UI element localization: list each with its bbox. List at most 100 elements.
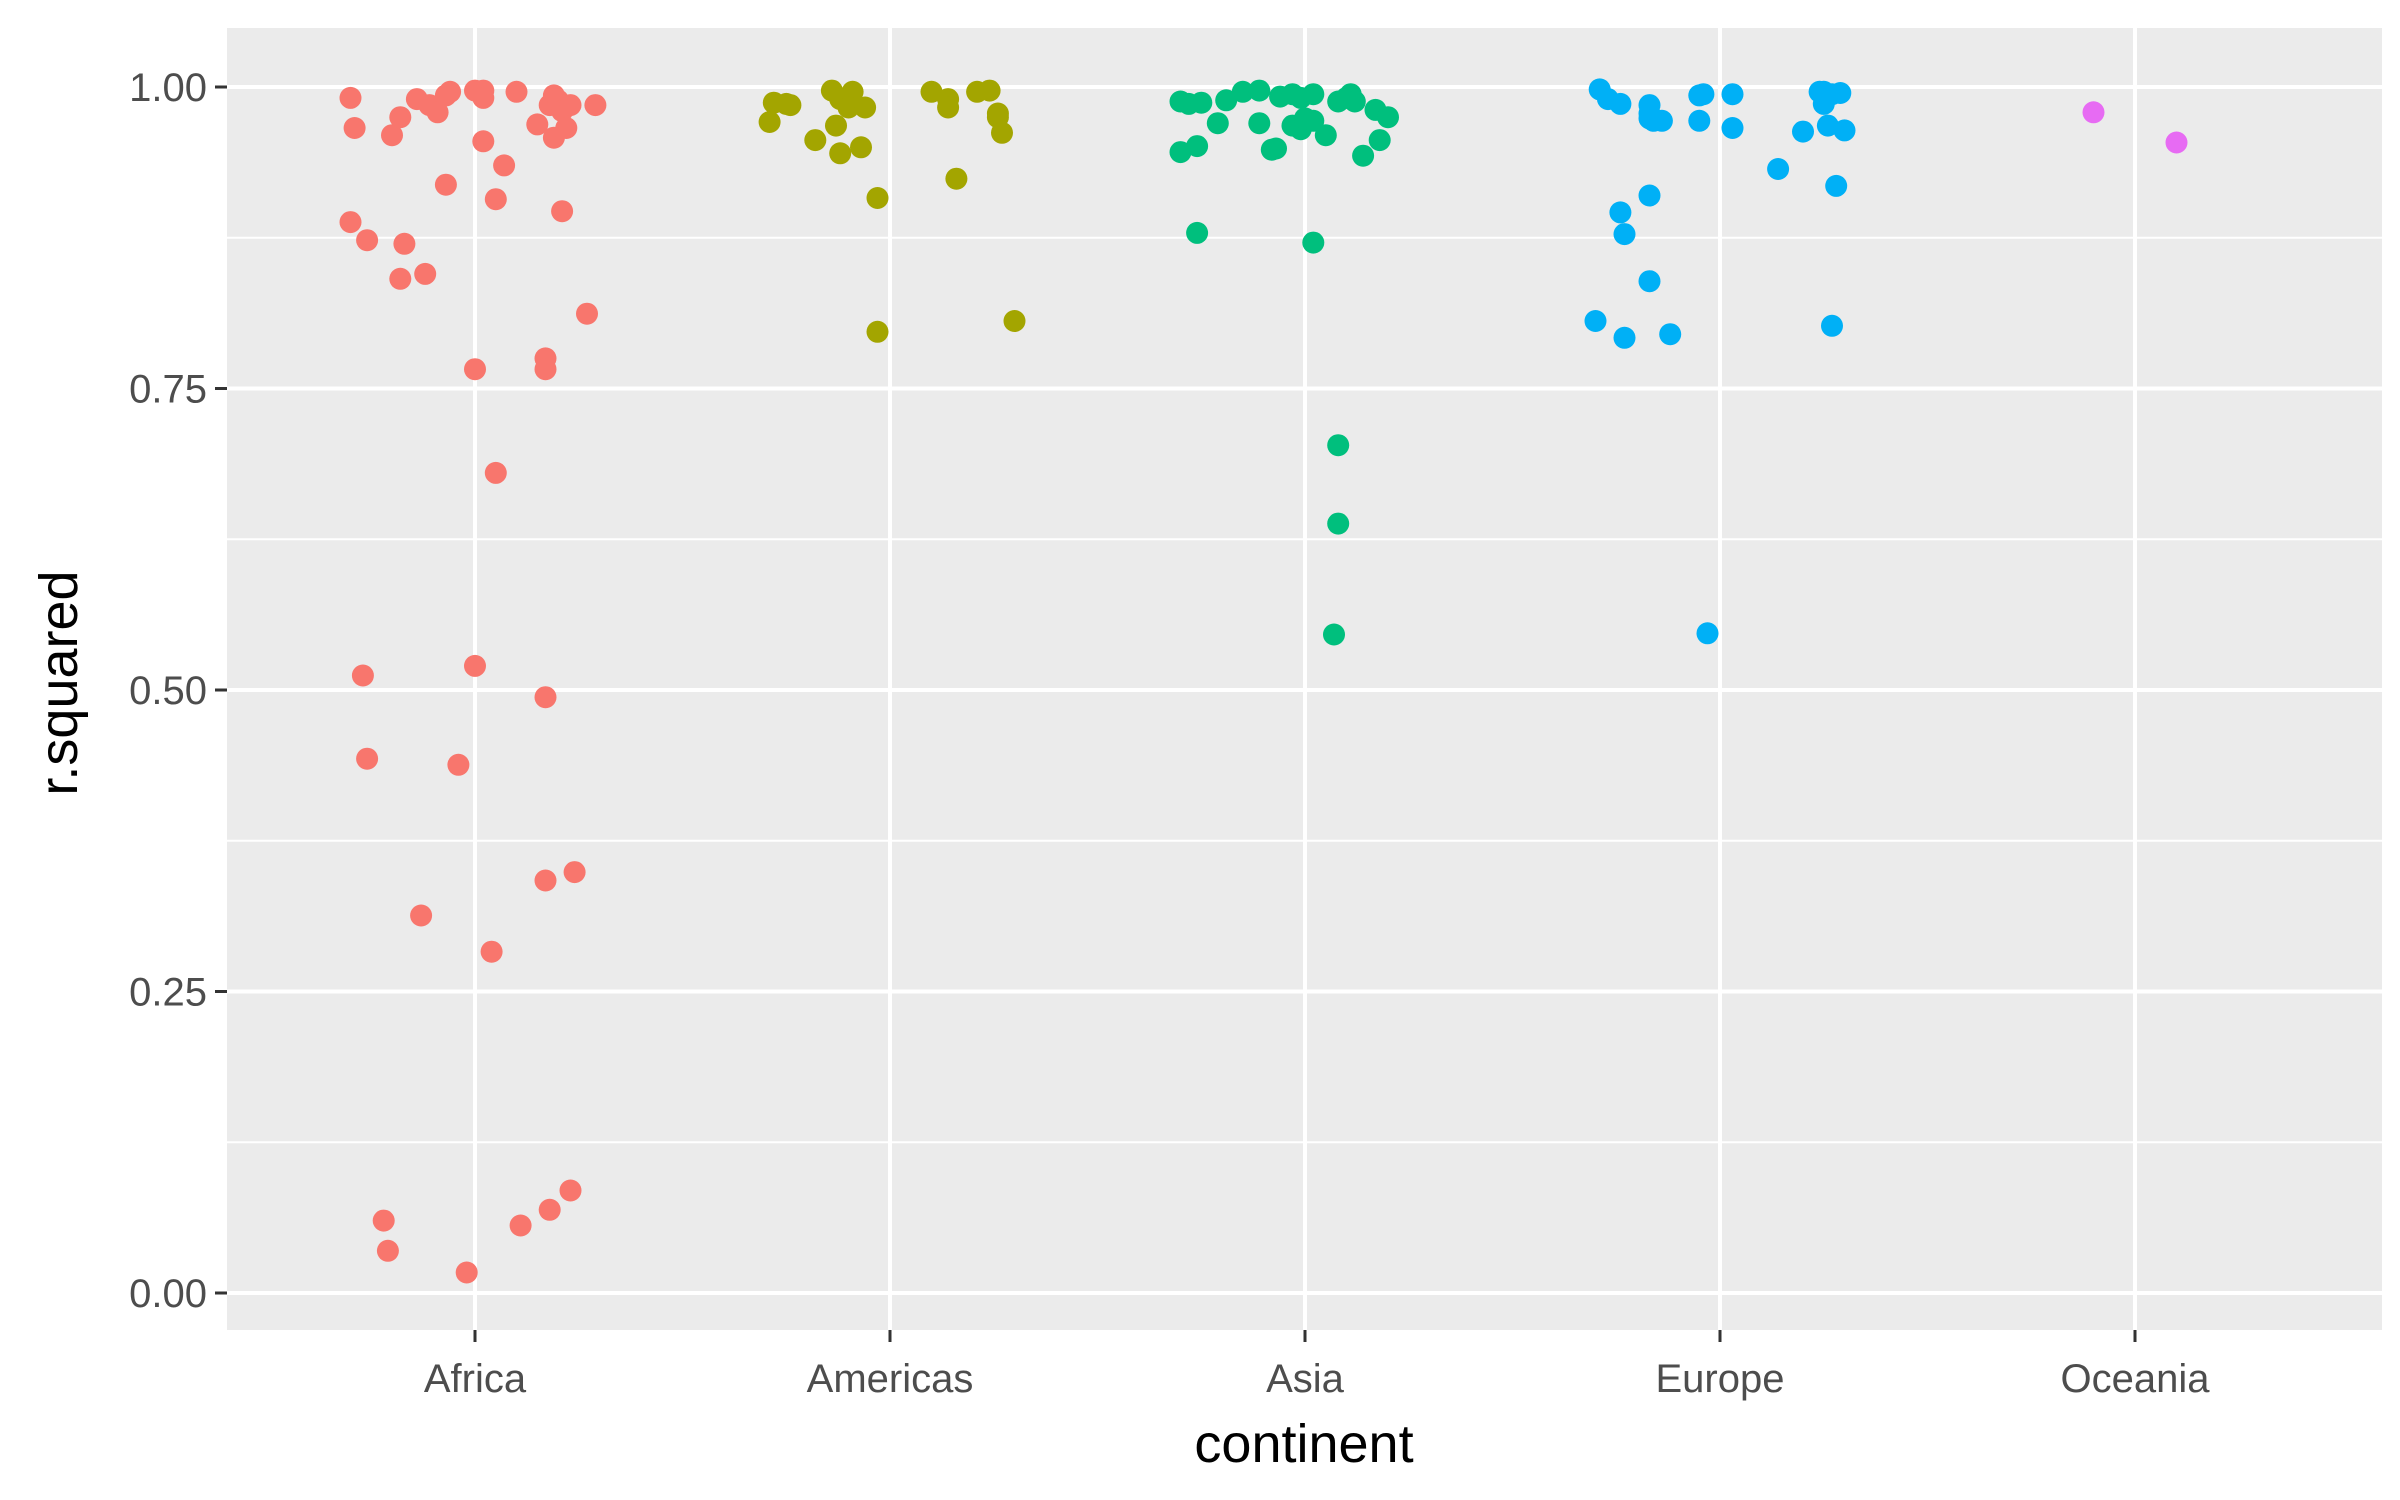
data-point — [472, 86, 495, 109]
data-point — [1003, 310, 1026, 332]
data-point — [854, 96, 877, 119]
data-point — [1327, 512, 1350, 535]
data-point — [758, 111, 781, 133]
data-point — [1248, 79, 1271, 102]
data-point — [825, 114, 847, 137]
data-point — [1343, 90, 1366, 113]
data-point — [1821, 314, 1843, 337]
data-point — [339, 86, 362, 109]
data-point — [978, 79, 1001, 102]
y-tick-label: 0.00 — [129, 1272, 207, 1316]
data-point — [1186, 135, 1209, 158]
data-point — [1767, 158, 1790, 180]
data-point — [1609, 201, 1632, 224]
data-point — [534, 869, 557, 892]
data-point — [1186, 221, 1209, 244]
data-point — [1613, 223, 1636, 246]
data-point — [2082, 101, 2105, 124]
y-tick-label: 1.00 — [129, 66, 207, 110]
data-point — [1659, 323, 1682, 346]
data-point — [866, 320, 889, 343]
data-point — [389, 267, 412, 290]
data-point — [1609, 92, 1632, 115]
data-point — [356, 229, 379, 252]
data-point — [1368, 129, 1391, 152]
data-point — [426, 101, 449, 124]
data-point — [493, 154, 516, 177]
data-point — [1352, 144, 1375, 167]
data-point — [480, 940, 503, 963]
data-point — [1721, 83, 1744, 106]
data-point — [455, 1261, 478, 1284]
x-tick-label: Europe — [1656, 1357, 1785, 1401]
data-point — [1696, 622, 1719, 645]
data-point — [866, 187, 889, 209]
data-point — [1215, 89, 1238, 112]
data-point — [1377, 106, 1399, 129]
data-point — [1829, 82, 1852, 104]
data-point — [410, 904, 433, 927]
data-point — [526, 113, 549, 136]
data-point — [1190, 91, 1213, 114]
x-tick-label: Africa — [424, 1357, 527, 1401]
data-point — [356, 747, 379, 770]
data-point — [1816, 114, 1839, 137]
data-point — [1638, 107, 1661, 130]
data-point — [434, 173, 457, 196]
data-point — [1302, 83, 1325, 106]
data-point — [1323, 623, 1345, 646]
data-point — [351, 664, 374, 687]
data-point — [372, 1209, 395, 1232]
data-point — [509, 1214, 532, 1237]
data-points — [339, 78, 2188, 1284]
data-point — [937, 96, 960, 119]
data-point — [991, 121, 1013, 144]
data-point — [1825, 174, 1848, 197]
data-point — [559, 1179, 582, 1202]
data-point — [1327, 434, 1350, 457]
data-point — [1231, 80, 1254, 103]
data-point — [1792, 120, 1814, 143]
data-point — [389, 106, 412, 129]
data-point — [1248, 112, 1271, 135]
data-point — [439, 80, 462, 103]
data-point — [584, 94, 607, 117]
data-point — [339, 211, 362, 234]
data-point — [381, 124, 403, 147]
y-axis-ticks: 0.00 0.25 0.50 0.75 1.00 — [129, 66, 227, 1316]
data-point — [393, 232, 416, 255]
x-axis-title: continent — [1194, 1414, 1413, 1474]
data-point — [779, 94, 802, 117]
x-axis-ticks: Africa Americas Asia Europe Oceania — [424, 1330, 2210, 1401]
data-point — [534, 358, 557, 381]
data-point — [551, 200, 574, 223]
x-tick-label: Americas — [807, 1357, 974, 1401]
data-point — [1302, 109, 1325, 132]
data-point — [1302, 231, 1325, 254]
data-point — [1812, 92, 1835, 115]
data-point — [472, 130, 495, 153]
data-point — [1314, 124, 1337, 147]
data-point — [1638, 184, 1661, 207]
data-point — [484, 461, 507, 484]
data-point — [1260, 138, 1283, 161]
data-point — [1692, 83, 1715, 106]
data-point — [559, 94, 582, 117]
data-point — [343, 117, 366, 139]
data-point — [829, 142, 852, 165]
y-tick-label: 0.75 — [129, 368, 207, 412]
data-point — [484, 188, 507, 211]
y-axis-title: r.squared — [29, 570, 89, 795]
data-point — [414, 262, 437, 285]
data-point — [920, 80, 943, 103]
y-tick-label: 0.25 — [129, 971, 207, 1015]
major-gridlines — [227, 28, 2382, 1330]
data-point — [447, 753, 470, 776]
data-point — [542, 126, 565, 149]
data-point — [1833, 119, 1856, 142]
x-tick-label: Oceania — [2061, 1357, 2211, 1401]
data-point — [538, 1198, 561, 1221]
data-point — [534, 686, 557, 709]
data-point — [1169, 141, 1192, 164]
